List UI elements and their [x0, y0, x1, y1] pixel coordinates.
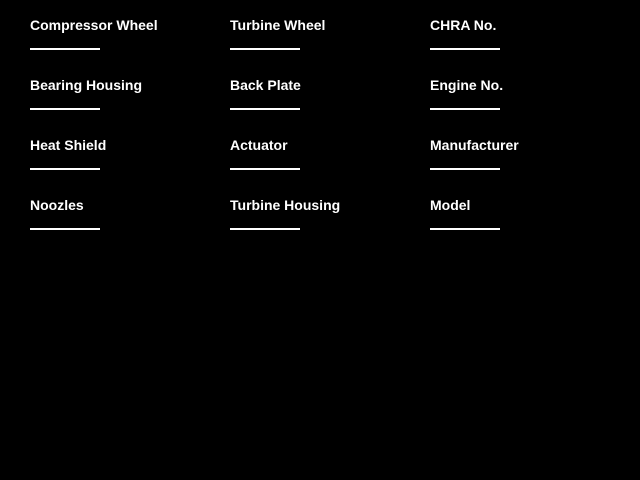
turbine-wheel-input[interactable]	[230, 33, 300, 50]
heat-shield-label: Heat Shield	[30, 137, 107, 153]
field-model: Model	[430, 197, 610, 230]
model-input[interactable]	[430, 213, 500, 230]
field-back-plate: Back Plate	[230, 77, 410, 110]
chra-no-input[interactable]	[430, 33, 500, 50]
model-label: Model	[430, 197, 471, 213]
field-bearing-housing: Bearing Housing	[30, 77, 210, 110]
field-compressor-wheel: Compressor Wheel	[30, 17, 210, 50]
field-manufacturer: Manufacturer	[430, 137, 610, 170]
turbine-housing-input[interactable]	[230, 213, 300, 230]
back-plate-label: Back Plate	[230, 77, 301, 93]
back-plate-input[interactable]	[230, 93, 300, 110]
engine-no-label: Engine No.	[430, 77, 504, 93]
actuator-input[interactable]	[230, 153, 300, 170]
heat-shield-input[interactable]	[30, 153, 100, 170]
engine-no-input[interactable]	[430, 93, 500, 110]
compressor-wheel-label: Compressor Wheel	[30, 17, 158, 33]
actuator-label: Actuator	[230, 137, 288, 153]
manufacturer-input[interactable]	[430, 153, 500, 170]
field-turbine-housing: Turbine Housing	[230, 197, 410, 230]
field-actuator: Actuator	[230, 137, 410, 170]
manufacturer-label: Manufacturer	[430, 137, 519, 153]
bearing-housing-label: Bearing Housing	[30, 77, 143, 93]
turbine-housing-label: Turbine Housing	[230, 197, 341, 213]
field-turbine-wheel: Turbine Wheel	[230, 17, 410, 50]
field-heat-shield: Heat Shield	[30, 137, 210, 170]
turbine-wheel-label: Turbine Wheel	[230, 17, 326, 33]
field-chra-no: CHRA No.	[430, 17, 610, 50]
compressor-wheel-input[interactable]	[30, 33, 100, 50]
noozles-input[interactable]	[30, 213, 100, 230]
field-noozles: Noozles	[30, 197, 210, 230]
chra-no-label: CHRA No.	[430, 17, 497, 33]
field-engine-no: Engine No.	[430, 77, 610, 110]
bearing-housing-input[interactable]	[30, 93, 100, 110]
noozles-label: Noozles	[30, 197, 84, 213]
